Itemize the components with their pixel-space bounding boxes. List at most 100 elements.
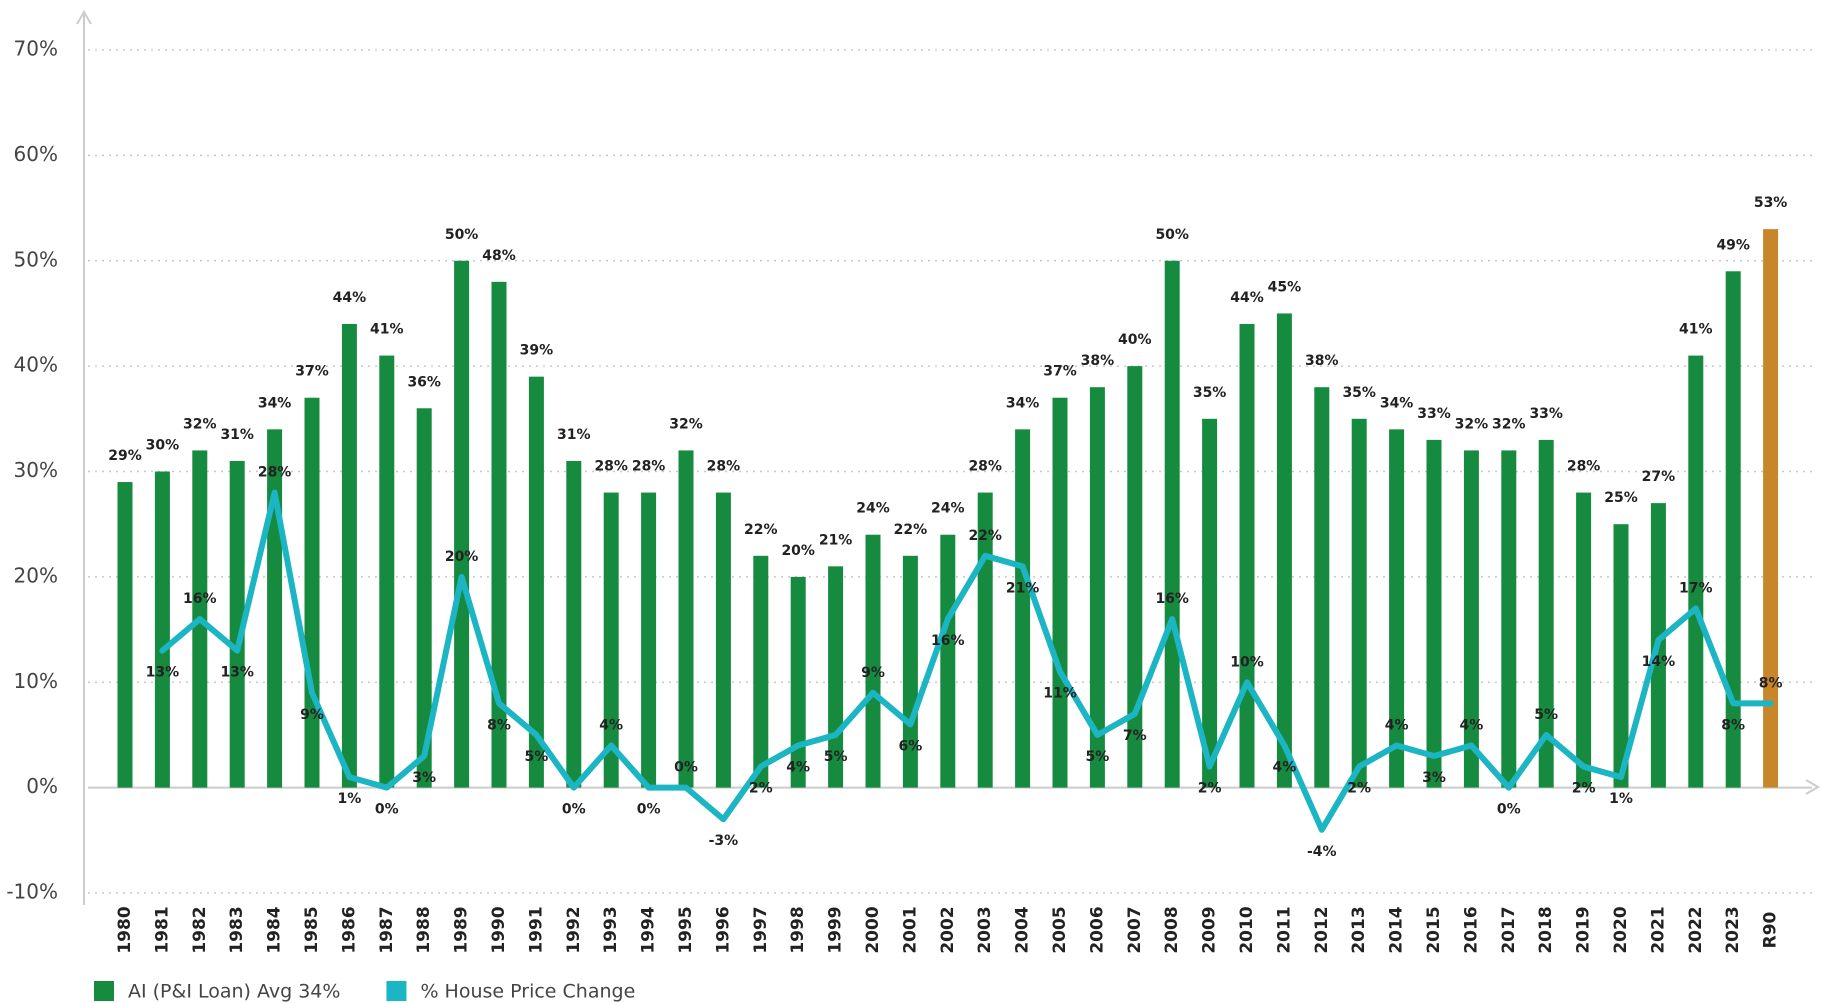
- data-label: 5%: [824, 749, 848, 765]
- x-tick-label: 2009: [1200, 906, 1220, 953]
- data-label: 45%: [1268, 279, 1302, 295]
- bar: [940, 534, 956, 788]
- bar: [304, 397, 320, 788]
- bar: [1314, 387, 1330, 788]
- data-label: 39%: [520, 343, 554, 359]
- bar: [753, 555, 769, 788]
- data-label: 38%: [1081, 353, 1115, 369]
- data-label: 28%: [594, 459, 628, 475]
- bar: [1538, 439, 1554, 788]
- x-tick-label: 1997: [751, 906, 771, 953]
- data-label: 4%: [599, 717, 623, 733]
- bar: [454, 260, 470, 788]
- x-tick-label: 1994: [639, 906, 659, 953]
- data-label: 31%: [557, 427, 591, 443]
- data-label: 33%: [1529, 406, 1563, 422]
- data-label: 34%: [258, 395, 292, 411]
- data-label: 0%: [674, 760, 698, 776]
- data-label: 25%: [1604, 490, 1638, 506]
- bar: [416, 408, 432, 788]
- x-tick-label: 1988: [414, 906, 434, 953]
- x-tick-label: 1996: [713, 906, 733, 953]
- data-label: 5%: [1086, 749, 1110, 765]
- bar: [1501, 450, 1517, 788]
- data-label: 13%: [220, 665, 254, 681]
- x-tick-label: 2023: [1723, 906, 1743, 953]
- data-label: 22%: [968, 528, 1002, 544]
- y-tick-label: 70%: [14, 37, 58, 61]
- y-tick-label: -10%: [6, 880, 58, 904]
- bar: [603, 492, 619, 788]
- bar: [528, 376, 544, 788]
- bar: [1576, 492, 1592, 788]
- bar: [715, 492, 731, 788]
- data-label: 31%: [220, 427, 254, 443]
- data-label: 5%: [1534, 707, 1558, 723]
- bar: [1015, 429, 1031, 788]
- y-tick-label: 20%: [14, 563, 58, 587]
- data-label: 3%: [412, 770, 436, 786]
- data-label: 0%: [375, 802, 399, 818]
- bar: [641, 492, 657, 788]
- data-label: 28%: [968, 459, 1002, 475]
- data-label: 13%: [146, 665, 180, 681]
- data-label: 36%: [407, 374, 441, 390]
- x-tick-label: 2019: [1574, 906, 1594, 953]
- data-label: 27%: [1642, 469, 1676, 485]
- data-label: 17%: [1679, 580, 1713, 596]
- bar: [790, 576, 806, 788]
- bar: [267, 429, 283, 788]
- bar: [1426, 439, 1442, 788]
- data-label: 28%: [1567, 459, 1601, 475]
- legend-label: % House Price Change: [420, 981, 635, 1003]
- data-label: 34%: [1006, 395, 1040, 411]
- bar: [1202, 418, 1218, 788]
- data-label: 9%: [300, 707, 324, 723]
- data-label: 11%: [1043, 686, 1077, 702]
- bar: [1763, 229, 1779, 788]
- x-tick-label: 2003: [975, 906, 995, 953]
- x-tick-label: 1992: [564, 906, 584, 953]
- data-label: 9%: [861, 665, 885, 681]
- data-label: 41%: [370, 322, 404, 338]
- bar: [1089, 387, 1105, 788]
- data-label: 8%: [487, 717, 511, 733]
- data-label: 1%: [1609, 791, 1633, 807]
- data-label: 4%: [1460, 717, 1484, 733]
- data-label: 20%: [445, 549, 479, 565]
- x-tick-label: 1985: [302, 906, 322, 953]
- bar: [1389, 429, 1405, 788]
- data-label: 44%: [1230, 290, 1264, 306]
- data-label: 37%: [1043, 364, 1077, 380]
- x-tick-label: 1982: [190, 906, 210, 953]
- data-label: 35%: [1193, 385, 1227, 401]
- x-tick-label: 2017: [1499, 906, 1519, 953]
- data-label: 10%: [1230, 654, 1264, 670]
- data-label: -3%: [709, 833, 739, 849]
- data-label: 49%: [1716, 237, 1750, 253]
- data-label: 40%: [1118, 332, 1152, 348]
- data-label: 53%: [1754, 195, 1788, 211]
- data-label: 22%: [744, 522, 778, 538]
- bar: [379, 355, 395, 788]
- data-label: 4%: [1273, 759, 1297, 775]
- data-label: 22%: [894, 522, 928, 538]
- x-tick-label: 2010: [1237, 906, 1257, 953]
- x-tick-label: 1981: [152, 906, 172, 953]
- data-label: 2%: [1572, 781, 1596, 797]
- x-tick-label: 1999: [826, 906, 846, 953]
- bar: [1351, 418, 1367, 788]
- bar: [117, 482, 133, 788]
- legend-label: AI (P&I Loan) Avg 34%: [128, 981, 340, 1003]
- x-tick-label: 1983: [227, 906, 247, 953]
- x-tick-label: 2018: [1536, 906, 1556, 953]
- bar: [1276, 313, 1292, 788]
- data-label: 44%: [333, 290, 367, 306]
- bar: [902, 555, 918, 788]
- bar: [1463, 450, 1479, 788]
- data-label: 2%: [1347, 781, 1371, 797]
- x-tick-label: 2014: [1387, 906, 1407, 953]
- x-tick-label: 1990: [489, 906, 509, 953]
- data-label: 33%: [1417, 406, 1451, 422]
